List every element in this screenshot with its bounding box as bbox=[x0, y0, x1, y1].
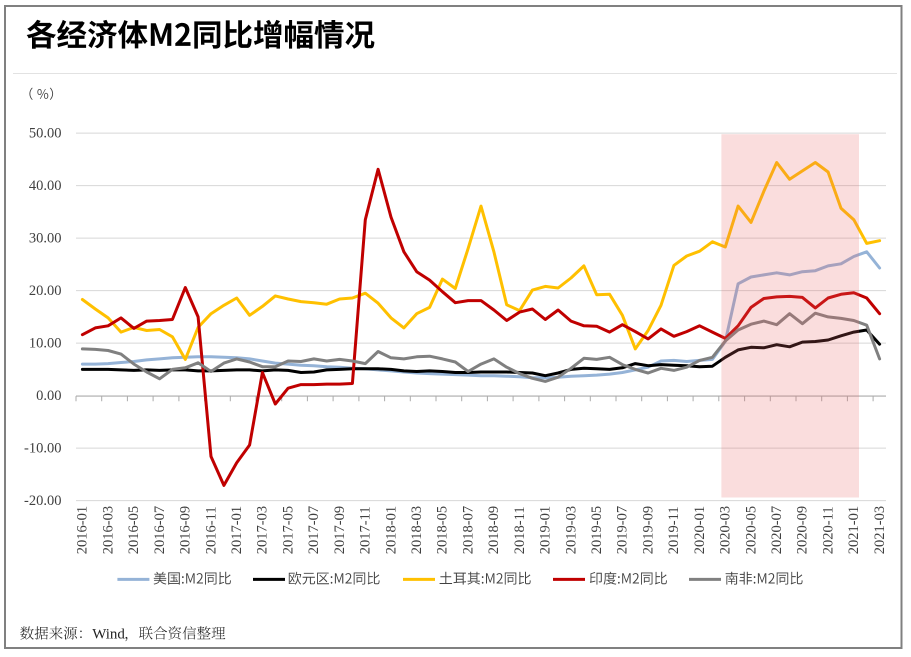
svg-text:2019-07: 2019-07 bbox=[615, 506, 631, 554]
svg-text:2018-05: 2018-05 bbox=[435, 506, 451, 554]
svg-text:2019-05: 2019-05 bbox=[589, 506, 605, 554]
svg-text:2017-01: 2017-01 bbox=[229, 506, 245, 554]
svg-text:2020-03: 2020-03 bbox=[718, 506, 734, 554]
svg-text:2016-03: 2016-03 bbox=[100, 506, 116, 554]
svg-text:50.00: 50.00 bbox=[29, 126, 62, 142]
svg-text:Wind: Wind bbox=[92, 627, 125, 643]
svg-text:2016-05: 2016-05 bbox=[126, 506, 142, 554]
svg-text:2021-01: 2021-01 bbox=[846, 506, 862, 554]
svg-text:2017-05: 2017-05 bbox=[280, 506, 296, 554]
svg-text:2019-03: 2019-03 bbox=[563, 506, 579, 554]
svg-text:2019-01: 2019-01 bbox=[538, 506, 554, 554]
svg-text:2017-09: 2017-09 bbox=[332, 506, 348, 554]
svg-text:2017-11: 2017-11 bbox=[358, 506, 374, 554]
svg-text:2020-07: 2020-07 bbox=[769, 506, 785, 554]
svg-text:2017-07: 2017-07 bbox=[306, 506, 322, 554]
svg-text:40.00: 40.00 bbox=[29, 178, 62, 194]
svg-text:2016-01: 2016-01 bbox=[75, 506, 91, 554]
svg-text:2019-11: 2019-11 bbox=[666, 506, 682, 554]
svg-text:2020-09: 2020-09 bbox=[795, 506, 811, 554]
svg-text:20.00: 20.00 bbox=[29, 283, 62, 299]
svg-text:2018-07: 2018-07 bbox=[460, 506, 476, 554]
svg-text:2017-03: 2017-03 bbox=[255, 506, 271, 554]
svg-text:-20.00: -20.00 bbox=[24, 493, 61, 509]
svg-text:0.00: 0.00 bbox=[36, 388, 61, 404]
svg-text:2016-07: 2016-07 bbox=[152, 506, 168, 554]
svg-text:30.00: 30.00 bbox=[29, 231, 62, 247]
svg-text:2016-09: 2016-09 bbox=[178, 506, 194, 554]
svg-text:2020-01: 2020-01 bbox=[692, 506, 708, 554]
svg-text:-10.00: -10.00 bbox=[24, 441, 61, 457]
svg-text:2021-03: 2021-03 bbox=[872, 506, 888, 554]
svg-text:2018-11: 2018-11 bbox=[512, 506, 528, 554]
svg-text:10.00: 10.00 bbox=[29, 336, 62, 352]
svg-text:2020-11: 2020-11 bbox=[820, 506, 836, 554]
svg-text:2020-05: 2020-05 bbox=[743, 506, 759, 554]
svg-text:2018-09: 2018-09 bbox=[486, 506, 502, 554]
svg-text:2016-11: 2016-11 bbox=[203, 506, 219, 554]
svg-text:2018-01: 2018-01 bbox=[383, 506, 399, 554]
svg-text:2018-03: 2018-03 bbox=[409, 506, 425, 554]
svg-text:2019-09: 2019-09 bbox=[640, 506, 656, 554]
